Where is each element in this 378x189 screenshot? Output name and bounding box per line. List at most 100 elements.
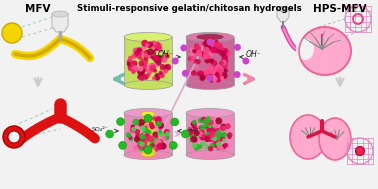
Circle shape (161, 136, 166, 141)
Circle shape (2, 23, 22, 43)
Circle shape (160, 67, 164, 71)
Circle shape (127, 63, 133, 69)
Circle shape (221, 60, 226, 65)
Circle shape (143, 130, 147, 134)
Circle shape (154, 43, 161, 50)
Circle shape (164, 64, 171, 71)
Circle shape (161, 132, 166, 137)
Ellipse shape (141, 151, 155, 157)
Circle shape (217, 68, 223, 73)
Circle shape (133, 48, 139, 54)
Circle shape (144, 118, 149, 123)
Circle shape (198, 118, 203, 123)
Circle shape (207, 75, 211, 79)
Circle shape (155, 55, 159, 59)
Circle shape (128, 65, 133, 71)
Circle shape (221, 145, 226, 149)
Circle shape (151, 40, 156, 46)
Circle shape (155, 75, 160, 81)
Circle shape (138, 51, 142, 55)
Circle shape (208, 146, 214, 151)
Circle shape (140, 134, 146, 140)
Circle shape (193, 60, 197, 64)
Circle shape (221, 57, 228, 64)
Circle shape (202, 53, 206, 57)
Circle shape (144, 124, 149, 129)
Circle shape (207, 135, 214, 142)
Circle shape (147, 68, 153, 74)
Circle shape (193, 144, 200, 151)
Circle shape (116, 118, 124, 126)
Circle shape (204, 44, 211, 51)
Circle shape (142, 67, 147, 72)
Circle shape (204, 71, 208, 75)
Circle shape (144, 52, 152, 59)
Circle shape (188, 57, 192, 61)
Circle shape (149, 63, 156, 70)
Circle shape (143, 127, 149, 133)
Circle shape (135, 48, 139, 52)
Circle shape (208, 120, 212, 124)
Circle shape (199, 129, 204, 135)
Circle shape (221, 50, 226, 55)
Circle shape (134, 50, 140, 56)
Circle shape (152, 131, 158, 137)
Circle shape (186, 129, 194, 136)
Circle shape (204, 124, 208, 129)
Circle shape (139, 144, 146, 151)
Circle shape (141, 40, 148, 47)
Circle shape (144, 50, 149, 55)
Circle shape (216, 43, 223, 50)
Circle shape (200, 136, 204, 140)
Circle shape (207, 119, 214, 126)
Circle shape (144, 134, 150, 140)
Circle shape (196, 59, 201, 64)
Circle shape (165, 54, 170, 59)
Circle shape (156, 55, 163, 62)
Circle shape (206, 57, 212, 63)
Circle shape (216, 146, 221, 150)
Circle shape (216, 135, 223, 142)
Circle shape (213, 124, 218, 129)
Circle shape (196, 71, 201, 76)
Circle shape (155, 55, 159, 59)
Circle shape (208, 39, 213, 45)
Ellipse shape (277, 6, 289, 12)
Circle shape (156, 143, 161, 147)
Circle shape (155, 43, 161, 49)
Circle shape (210, 143, 215, 148)
Circle shape (158, 125, 163, 130)
Circle shape (151, 46, 157, 52)
Circle shape (138, 119, 145, 126)
Circle shape (220, 124, 227, 131)
Circle shape (193, 138, 198, 143)
Circle shape (213, 42, 219, 48)
Circle shape (137, 47, 142, 52)
Ellipse shape (52, 11, 68, 17)
Circle shape (158, 49, 163, 53)
Circle shape (131, 70, 136, 74)
Circle shape (138, 121, 144, 127)
Circle shape (234, 71, 241, 78)
Circle shape (152, 55, 159, 62)
Circle shape (131, 127, 136, 132)
Circle shape (203, 56, 207, 60)
Circle shape (158, 122, 164, 129)
Circle shape (190, 47, 195, 52)
Circle shape (227, 132, 232, 138)
Circle shape (132, 53, 137, 59)
Circle shape (204, 50, 208, 54)
Circle shape (194, 43, 199, 48)
Circle shape (130, 127, 136, 133)
Circle shape (161, 143, 165, 146)
Circle shape (205, 70, 211, 75)
Circle shape (160, 143, 167, 150)
Circle shape (211, 135, 216, 140)
Circle shape (209, 51, 214, 56)
Ellipse shape (319, 118, 351, 160)
Circle shape (159, 72, 165, 78)
Circle shape (200, 141, 206, 146)
Circle shape (200, 74, 206, 80)
Circle shape (130, 124, 135, 129)
Circle shape (221, 72, 228, 79)
